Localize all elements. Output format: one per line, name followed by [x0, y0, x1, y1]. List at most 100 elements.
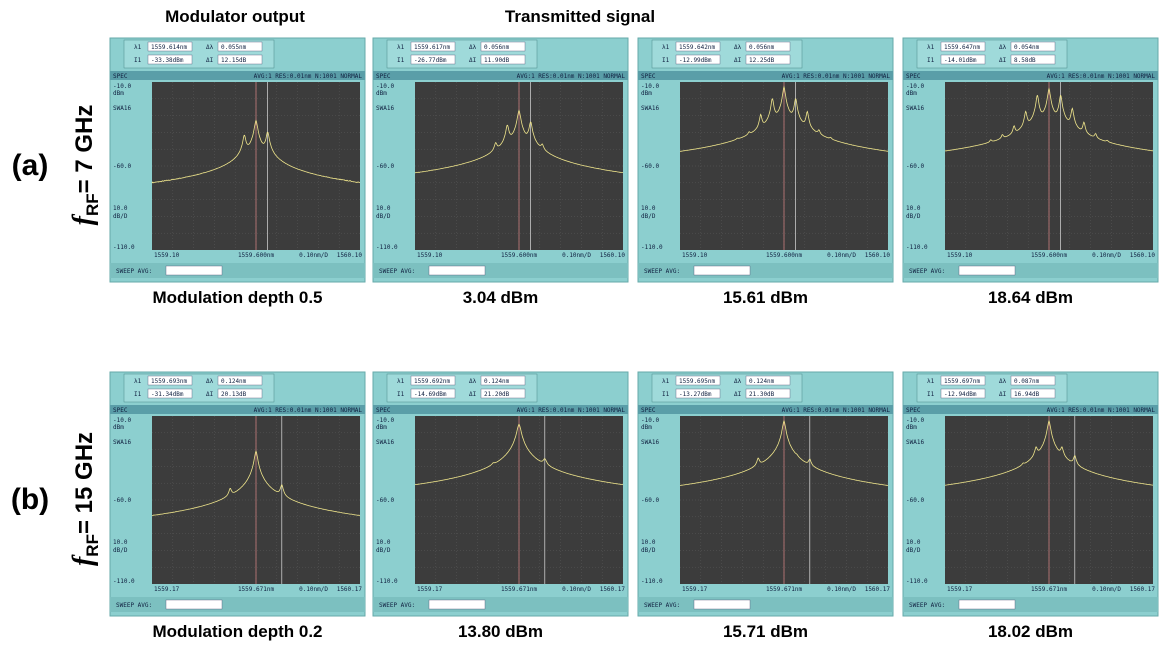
panel-caption: 13.80 dBm [458, 622, 543, 641]
readout-label: ΔI [999, 391, 1007, 398]
readout-value: 1559.697nm [944, 378, 981, 385]
sweep-label: SWEEP AVG: [116, 602, 152, 609]
readout-value: -26.77dBm [414, 57, 447, 64]
frequency-subscript: RF [83, 534, 102, 557]
wavelength-start: 1559.17 [417, 586, 443, 593]
readout-label: λ1 [134, 44, 142, 51]
readout-value: 1559.693nm [151, 378, 188, 385]
wavelength-start: 1559.10 [947, 252, 973, 259]
readout-label: λ1 [927, 44, 935, 51]
sweep-box [959, 600, 1015, 609]
osa-screen: λ11559.697nmΔλ0.087nmI1-12.94dBmΔI16.94d… [903, 372, 1158, 616]
status-spec: SPEC [113, 407, 128, 414]
wavelength-end: 1560.17 [600, 586, 626, 593]
screen-axis-label: -10.0 [906, 417, 924, 424]
readout-label: λ1 [397, 378, 405, 385]
readout-value: 1559.617nm [414, 44, 451, 51]
screen-axis-label: SWA16 [641, 105, 659, 112]
wavelength-start: 1559.17 [154, 586, 180, 593]
screen-axis-label: -60.0 [376, 497, 394, 504]
readout-label: λ1 [927, 378, 935, 385]
sweep-box [166, 266, 222, 275]
screen-axis-label: 10.0 [113, 539, 128, 546]
readout-value: 1559.692nm [414, 378, 451, 385]
screen-axis-label: -10.0 [376, 417, 394, 424]
row-frequency: fRF= 15 GHz [68, 432, 102, 566]
readout-label: I1 [927, 391, 935, 398]
wavelength-start: 1559.17 [682, 586, 708, 593]
readout-label: λ1 [662, 378, 670, 385]
status-text: AVG:1 RES:0.01nm N:1001 NORMAL [782, 407, 891, 414]
screen-axis-label: 10.0 [113, 205, 128, 212]
sweep-box [694, 266, 750, 275]
readout-label: I1 [134, 391, 142, 398]
status-text: AVG:1 RES:0.01nm N:1001 NORMAL [517, 73, 626, 80]
readout-value: -12.99dBm [679, 57, 712, 64]
row-label: (b) [11, 483, 49, 516]
wavelength-start: 1559.17 [947, 586, 973, 593]
status-spec: SPEC [641, 407, 656, 414]
screen-axis-label: -110.0 [113, 578, 135, 585]
wavelength-center: 1559.671nm [766, 586, 803, 593]
readout-label: I1 [397, 57, 405, 64]
readout-value: 21.20dB [484, 391, 510, 398]
readout-value: -31.34dBm [151, 391, 184, 398]
sweep-label: SWEEP AVG: [909, 602, 945, 609]
readout-value: -13.27dBm [679, 391, 712, 398]
osa-screen: λ11559.617nmΔλ0.056nmI1-26.77dBmΔI11.90d… [373, 38, 628, 282]
sweep-box [959, 266, 1015, 275]
readout-value: 20.13dB [221, 391, 247, 398]
status-text: AVG:1 RES:0.01nm N:1001 NORMAL [1047, 73, 1156, 80]
sweep-label: SWEEP AVG: [379, 602, 415, 609]
wavelength-span: 0.10nm/D [562, 586, 591, 593]
screen-axis-label: -110.0 [376, 578, 398, 585]
row-frequency: fRF= 7 GHz [68, 105, 102, 226]
screen-axis-label: -110.0 [376, 244, 398, 251]
wavelength-span: 0.10nm/D [299, 586, 328, 593]
wavelength-center: 1559.600nm [766, 252, 803, 259]
status-spec: SPEC [376, 407, 391, 414]
readout-label: ΔI [206, 57, 214, 64]
panel-caption: 18.64 dBm [988, 288, 1073, 307]
wavelength-span: 0.10nm/D [1092, 586, 1121, 593]
panel-caption: Modulation depth 0.5 [153, 288, 323, 307]
wavelength-center: 1559.671nm [501, 586, 538, 593]
screen-axis-label: dBm [376, 90, 387, 97]
readout-label: ΔI [999, 57, 1007, 64]
readout-value: 0.056nm [749, 44, 775, 51]
screen-axis-label: -110.0 [906, 244, 928, 251]
status-text: AVG:1 RES:0.01nm N:1001 NORMAL [782, 73, 891, 80]
screen-axis-label: dBm [641, 90, 652, 97]
status-text: AVG:1 RES:0.01nm N:1001 NORMAL [517, 407, 626, 414]
sweep-label: SWEEP AVG: [909, 268, 945, 275]
screen-axis-label: SWA16 [376, 105, 394, 112]
screen-axis-label: dBm [906, 90, 917, 97]
readout-label: I1 [662, 57, 670, 64]
readout-value: 11.90dB [484, 57, 510, 64]
screen-axis-label: dB/D [641, 547, 656, 554]
screen-axis-label: -10.0 [113, 83, 131, 90]
screen-axis-label: dBm [641, 424, 652, 431]
frequency-subscript: RF [83, 193, 102, 216]
sweep-label: SWEEP AVG: [116, 268, 152, 275]
sweep-label: SWEEP AVG: [644, 268, 680, 275]
screen-axis-label: dB/D [376, 547, 391, 554]
readout-label: ΔI [469, 391, 477, 398]
readout-value: -14.69dBm [414, 391, 447, 398]
screen-axis-label: 10.0 [906, 205, 921, 212]
status-text: AVG:1 RES:0.01nm N:1001 NORMAL [254, 407, 363, 414]
screen-axis-label: -60.0 [113, 163, 131, 170]
wavelength-end: 1560.17 [865, 586, 891, 593]
wavelength-span: 0.10nm/D [1092, 252, 1121, 259]
wavelength-end: 1560.10 [865, 252, 891, 259]
readout-label: ΔI [734, 391, 742, 398]
panel-caption: Modulation depth 0.2 [153, 622, 323, 641]
wavelength-start: 1559.10 [682, 252, 708, 259]
screen-axis-label: dBm [376, 424, 387, 431]
sweep-box [166, 600, 222, 609]
wavelength-end: 1560.10 [1130, 252, 1156, 259]
wavelength-start: 1559.10 [417, 252, 443, 259]
sweep-label: SWEEP AVG: [379, 268, 415, 275]
wavelength-span: 0.10nm/D [827, 252, 856, 259]
